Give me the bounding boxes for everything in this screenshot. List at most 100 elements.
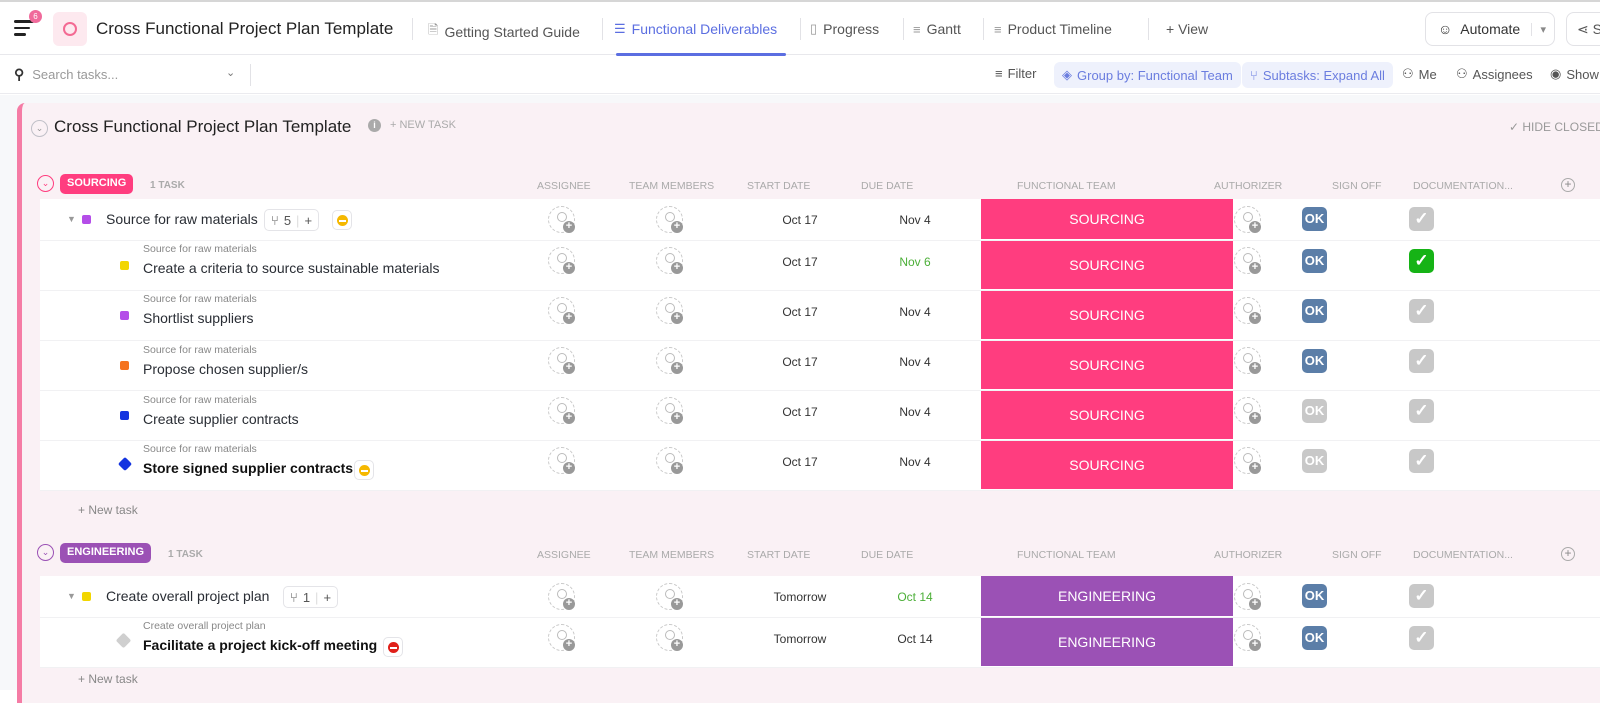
col-header-functional-team[interactable]: FUNCTIONAL TEAM — [1017, 549, 1116, 561]
parent-task-label[interactable]: Source for raw materials — [143, 344, 257, 356]
tab-progress[interactable]: ▯ Progress — [810, 21, 880, 37]
filter-button[interactable]: ≡ Filter — [995, 66, 1037, 81]
authorizer-avatar-add[interactable] — [1234, 297, 1261, 324]
task-name[interactable]: Create a criteria to source sustainable … — [143, 260, 440, 276]
team-members-avatar-add[interactable] — [656, 247, 683, 274]
documentation-checkbox-icon[interactable]: ✓ — [1409, 299, 1434, 323]
sign-off-ok-icon[interactable]: OK — [1302, 249, 1327, 273]
col-header-team-members[interactable]: TEAM MEMBERS — [629, 549, 715, 561]
assignee-avatar-add[interactable] — [548, 583, 575, 610]
collapse-icon[interactable]: ⌄ — [31, 120, 48, 137]
functional-team-cell[interactable]: SOURCING — [981, 391, 1233, 439]
start-date[interactable]: Oct 17 — [782, 305, 818, 319]
group-pill-engineering[interactable]: ENGINEERING — [60, 543, 152, 563]
automate-button[interactable]: ☺ Automate ▾ — [1425, 12, 1555, 46]
parent-task-label[interactable]: Source for raw materials — [143, 243, 257, 255]
due-date[interactable]: Nov 4 — [899, 305, 931, 319]
team-members-avatar-add[interactable] — [656, 397, 683, 424]
task-name[interactable]: Source for raw materials — [106, 211, 258, 227]
team-members-avatar-add[interactable] — [656, 347, 683, 374]
add-column-icon[interactable]: + — [1561, 178, 1575, 192]
team-members-avatar-add[interactable] — [656, 583, 683, 610]
functional-team-cell[interactable]: SOURCING — [981, 291, 1233, 339]
parent-task-label[interactable]: Source for raw materials — [143, 443, 257, 455]
start-date[interactable]: Tomorrow — [773, 590, 827, 604]
assignee-avatar-add[interactable] — [548, 397, 575, 424]
tab-getting-started-guide[interactable]: 🗎 Getting Started Guide — [428, 21, 580, 43]
share-button[interactable]: ⋖ S — [1566, 12, 1600, 46]
due-date[interactable]: Oct 14 — [897, 632, 933, 646]
start-date[interactable]: Oct 17 — [782, 455, 818, 469]
team-members-avatar-add[interactable] — [656, 206, 683, 233]
sign-off-ok-icon[interactable]: OK — [1302, 349, 1327, 373]
documentation-checkbox-icon[interactable]: ✓ — [1409, 399, 1434, 423]
functional-team-cell[interactable]: SOURCING — [981, 341, 1233, 389]
parent-task-label[interactable]: Create overall project plan — [143, 620, 266, 632]
documentation-checkbox-icon[interactable]: ✓ — [1409, 207, 1434, 231]
sign-off-ok-icon[interactable]: OK — [1302, 626, 1327, 650]
tab-functional-deliverables[interactable]: ☰ Functional Deliverables — [614, 21, 778, 37]
info-icon[interactable]: i — [368, 119, 381, 132]
milestone-icon[interactable] — [117, 456, 133, 472]
status-icon[interactable] — [82, 592, 91, 601]
parent-task-label[interactable]: Source for raw materials — [143, 293, 257, 305]
chevron-down-icon[interactable]: ▾ — [1531, 22, 1554, 36]
task-name[interactable]: Create supplier contracts — [143, 411, 299, 427]
status-icon[interactable] — [120, 311, 129, 320]
authorizer-avatar-add[interactable] — [1234, 447, 1261, 474]
documentation-checkbox-icon[interactable]: ✓ — [1409, 349, 1434, 373]
col-header-documentation[interactable]: DOCUMENTATION... — [1413, 180, 1513, 192]
task-name[interactable]: Propose chosen supplier/s — [143, 361, 308, 377]
show-button[interactable]: ◉ Show — [1550, 66, 1599, 82]
chevron-down-icon[interactable]: ⌄ — [226, 67, 236, 79]
col-header-authorizer[interactable]: AUTHORIZER — [1214, 180, 1283, 192]
due-date[interactable]: Nov 4 — [899, 213, 931, 227]
due-date[interactable]: Nov 6 — [899, 255, 931, 269]
documentation-checkbox-icon[interactable]: ✓ — [1409, 449, 1434, 473]
col-header-assignee[interactable]: ASSIGNEE — [537, 180, 591, 192]
table-row[interactable]: ▼ Source for raw materials ⑂5|+ Oct 17 N… — [40, 199, 1600, 241]
col-header-start-date[interactable]: START DATE — [747, 549, 811, 561]
start-date[interactable]: Oct 17 — [782, 213, 818, 227]
col-header-authorizer[interactable]: AUTHORIZER — [1214, 549, 1283, 561]
due-date[interactable]: Nov 4 — [899, 405, 931, 419]
subtask-count-button[interactable]: ⑂ 5 | + — [264, 209, 320, 231]
documentation-checkbox-icon[interactable]: ✓ — [1409, 249, 1434, 273]
start-date[interactable]: Oct 17 — [782, 355, 818, 369]
col-header-start-date[interactable]: START DATE — [747, 180, 811, 192]
start-date[interactable]: Oct 17 — [782, 255, 818, 269]
functional-team-cell[interactable]: SOURCING — [981, 199, 1233, 239]
functional-team-cell[interactable]: SOURCING — [981, 441, 1233, 489]
assignee-avatar-add[interactable] — [548, 206, 575, 233]
task-name[interactable]: Create overall project plan — [106, 588, 270, 604]
assignees-button[interactable]: ⚇ Assignees — [1456, 66, 1533, 82]
task-name[interactable]: Facilitate a project kick-off meeting — [143, 637, 378, 653]
authorizer-avatar-add[interactable] — [1234, 397, 1261, 424]
status-icon[interactable] — [82, 215, 91, 224]
col-header-team-members[interactable]: TEAM MEMBERS — [629, 180, 715, 192]
add-subtask-icon[interactable]: + — [323, 589, 332, 605]
add-subtask-icon[interactable]: + — [304, 212, 313, 228]
functional-team-cell[interactable]: SOURCING — [981, 241, 1233, 289]
table-row[interactable]: Create overall project plan Facilitate a… — [40, 618, 1600, 668]
collapse-group-icon[interactable]: ⌄ — [37, 544, 54, 561]
assignee-avatar-add[interactable] — [548, 297, 575, 324]
assignee-avatar-add[interactable] — [548, 624, 575, 651]
task-name[interactable]: Store signed supplier contracts — [143, 460, 354, 476]
table-row[interactable]: Source for raw materials Create supplier… — [40, 391, 1600, 441]
subtasks-button[interactable]: ⑂ Subtasks: Expand All — [1242, 62, 1393, 88]
priority-icon[interactable] — [332, 210, 352, 230]
subtask-count-button[interactable]: ⑂ 1 | + — [283, 586, 339, 608]
col-header-sign-off[interactable]: SIGN OFF — [1332, 549, 1382, 561]
menu-icon[interactable] — [14, 20, 34, 36]
sign-off-ok-icon[interactable]: OK — [1302, 449, 1327, 473]
authorizer-avatar-add[interactable] — [1234, 347, 1261, 374]
functional-team-cell[interactable]: ENGINEERING — [981, 618, 1233, 666]
col-header-sign-off[interactable]: SIGN OFF — [1332, 180, 1382, 192]
table-row[interactable]: Source for raw materials Shortlist suppl… — [40, 291, 1600, 341]
col-header-assignee[interactable]: ASSIGNEE — [537, 549, 591, 561]
priority-icon[interactable] — [354, 460, 374, 480]
priority-icon[interactable] — [383, 637, 403, 657]
group-pill-sourcing[interactable]: SOURCING — [60, 174, 134, 194]
collapse-group-icon[interactable]: ⌄ — [37, 175, 54, 192]
